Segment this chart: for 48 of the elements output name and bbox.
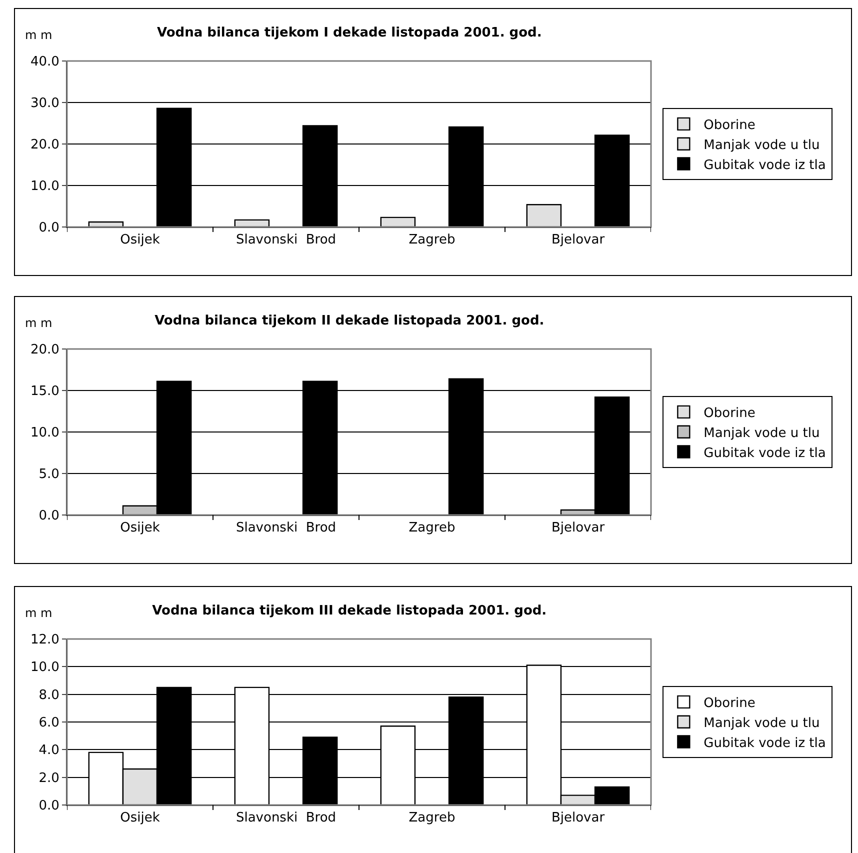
legend-label: Oborine [704, 406, 756, 422]
x-tick-label: Slavonski Brod [236, 520, 336, 536]
y-tick-label: 20.0 [30, 342, 60, 358]
x-tick-label: Slavonski Brod [236, 810, 336, 826]
x-tick-label: Zagreb [408, 232, 456, 248]
x-tick-label: Osijek [120, 520, 160, 536]
x-tick-label: Bjelovar [551, 232, 606, 248]
y-tick-label: 0.0 [38, 220, 60, 236]
legend-label: Gubitak vode iz tla [704, 446, 826, 461]
y-tick-label: 30.0 [30, 96, 60, 112]
y-tick-label: 12.0 [30, 632, 60, 648]
bar [380, 216, 416, 227]
y-tick-label: 8.0 [38, 688, 60, 703]
y-tick-label: 40.0 [30, 54, 60, 70]
legend-label: Manjak vode u tlu [704, 716, 820, 731]
bar [526, 204, 562, 227]
y-tick-label: 2.0 [38, 770, 60, 786]
y-axis-title: m m [25, 28, 52, 42]
bar [234, 219, 270, 227]
y-tick-label: 4.0 [38, 743, 60, 758]
x-tick-label: Zagreb [408, 520, 456, 536]
legend-label: Gubitak vode iz tla [704, 736, 826, 751]
legend-label: Manjak vode u tlu [704, 138, 820, 153]
x-tick-label: Zagreb [408, 810, 456, 826]
y-axis-title: m m [25, 316, 52, 330]
chart-title: Vodna bilanca tijekom III dekade listopada 2001. god. [152, 604, 547, 619]
y-axis-title: m m [25, 606, 52, 620]
legend-label: Oborine [704, 696, 756, 712]
x-tick-label: Osijek [120, 232, 160, 248]
y-tick-label: 0.0 [38, 508, 60, 524]
x-tick-label: Bjelovar [551, 810, 606, 826]
x-tick-label: Slavonski Brod [236, 232, 336, 248]
x-tick-label: Osijek [120, 810, 160, 826]
y-tick-label: 10.0 [30, 660, 60, 676]
y-tick-label: 6.0 [38, 716, 60, 731]
y-tick-label: 0.0 [38, 798, 60, 814]
bar [88, 221, 124, 227]
legend-label: Oborine [704, 118, 756, 134]
legend-label: Gubitak vode iz tla [704, 158, 826, 173]
y-tick-label: 10.0 [30, 179, 60, 194]
y-tick-label: 5.0 [38, 467, 60, 482]
legend-label: Manjak vode u tlu [704, 426, 820, 441]
y-tick-label: 20.0 [30, 138, 60, 153]
chart-title: Vodna bilanca tijekom I dekade listopada 2001. god. [157, 26, 542, 41]
y-tick-label: 15.0 [30, 384, 60, 400]
x-tick-label: Bjelovar [551, 520, 606, 536]
chart-title: Vodna bilanca tijekom II dekade listopada 2001. god. [154, 314, 544, 329]
y-tick-label: 10.0 [30, 426, 60, 441]
